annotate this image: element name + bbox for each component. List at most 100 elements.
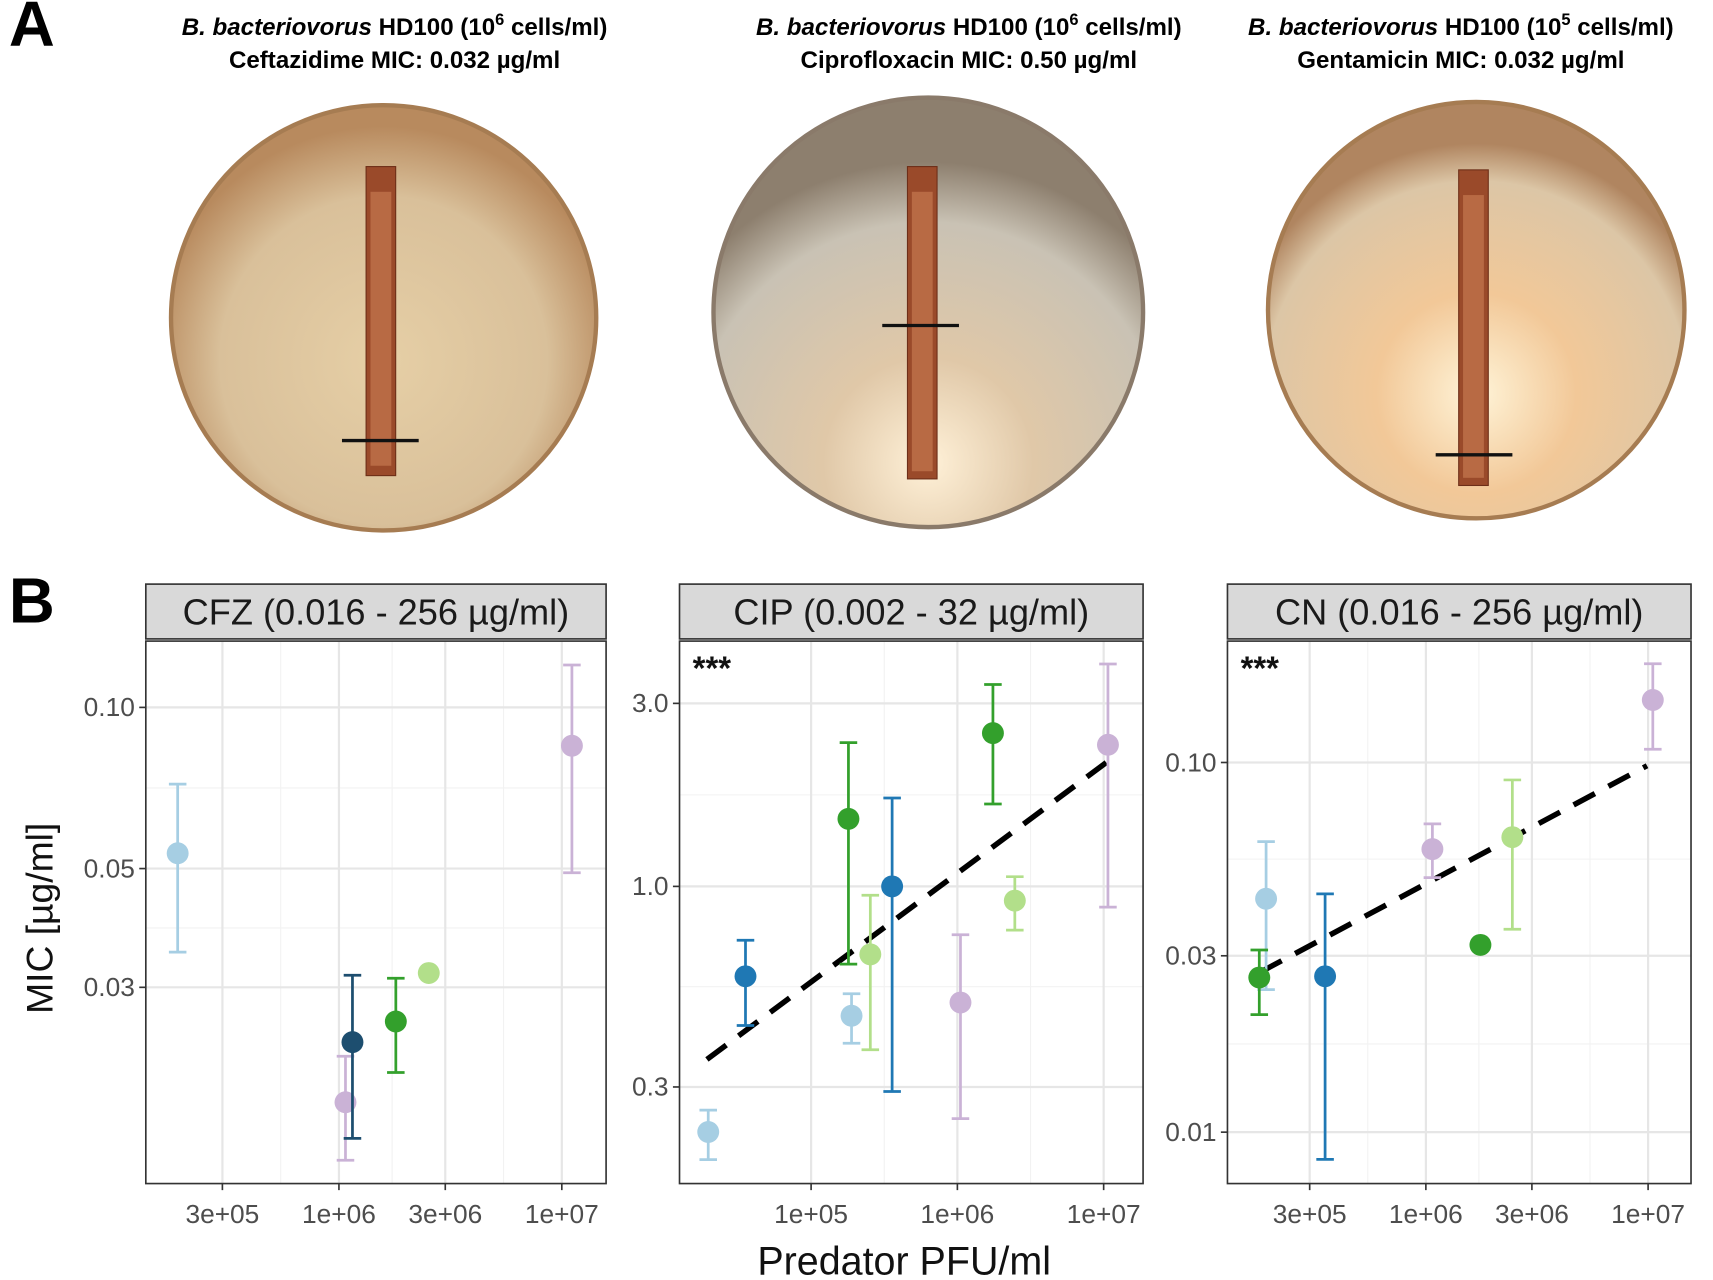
strip bbox=[144, 583, 607, 640]
error-bar bbox=[343, 973, 362, 1140]
x-tick-label: 1e+06 bbox=[302, 1199, 376, 1229]
error-bar bbox=[168, 782, 187, 954]
etest-scale bbox=[1463, 195, 1484, 478]
y-tick-label: 0.10 bbox=[1165, 747, 1216, 777]
x-tick-label: 3e+06 bbox=[408, 1199, 482, 1229]
plate-antibiotic: Ceftazidime MIC: 0.032 µg/ml bbox=[229, 47, 560, 74]
x-tick-label: 3e+06 bbox=[1495, 1199, 1569, 1229]
data-point bbox=[1421, 838, 1444, 861]
data-point bbox=[1641, 689, 1664, 711]
y-tick-label: 0.03 bbox=[84, 972, 135, 1002]
data-point bbox=[1314, 965, 1337, 988]
y-tick-label: 0.10 bbox=[84, 692, 135, 722]
annotation: *** bbox=[1241, 649, 1280, 686]
trend-line bbox=[705, 758, 1111, 1062]
error-bar bbox=[1316, 892, 1334, 1161]
chart-panel: 0.3 1.0 3.0 1e+05 1e+06 1e+07 CIP (0.002 - 32 … bbox=[632, 583, 1144, 1229]
etest-scale bbox=[911, 191, 933, 472]
x-tick-label: 3e+05 bbox=[1273, 1199, 1347, 1229]
data-point bbox=[1501, 826, 1524, 849]
x-tick-label: 1e+05 bbox=[774, 1199, 848, 1229]
plot-background bbox=[1227, 641, 1692, 1184]
plate-photo bbox=[168, 103, 599, 533]
plate-antibiotic: Gentamicin MIC: 0.032 µg/ml bbox=[1297, 47, 1624, 74]
unit: cells/ml) bbox=[1571, 14, 1674, 41]
plot-border bbox=[1226, 640, 1692, 1185]
strain: HD100 (10 bbox=[1438, 14, 1561, 41]
organism: B. bacteriovorus bbox=[1248, 14, 1438, 41]
charts: 0.03 0.05 0.10 3e+05 1e+06 3e+06 1e+07 CFZ (0.0… bbox=[84, 583, 1692, 1229]
data-point bbox=[341, 1031, 364, 1054]
y-tick-label: 0.05 bbox=[84, 853, 135, 883]
y-tick-label: 0.01 bbox=[1165, 1117, 1216, 1147]
plate-title: B. bacteriovorus HD100 (106 cells/ml) Ce… bbox=[182, 11, 1674, 74]
plate-organism: B. bacteriovorus HD100 (106 cells/ml) bbox=[182, 11, 608, 41]
strip bbox=[1226, 583, 1692, 640]
x-tick-label: 1e+06 bbox=[920, 1199, 994, 1229]
unit: cells/ml) bbox=[1079, 14, 1182, 41]
y-axis-label: MIC [µg/ml] bbox=[19, 823, 61, 1014]
error-bar bbox=[984, 683, 1002, 806]
data-point bbox=[840, 1004, 863, 1027]
plate-photo bbox=[711, 95, 1146, 530]
etest-scale bbox=[370, 191, 392, 466]
x-tick-label: 1e+07 bbox=[525, 1199, 599, 1229]
error-bar bbox=[1503, 778, 1522, 931]
data-point bbox=[1096, 733, 1119, 756]
trend-line bbox=[1259, 763, 1649, 975]
chart-panel: 0.01 0.03 0.10 3e+05 1e+06 3e+06 1e+07 CN (0.01… bbox=[1165, 583, 1692, 1229]
strip-title: CIP (0.002 - 32 µg/ml) bbox=[733, 592, 1089, 633]
error-bar bbox=[883, 796, 901, 1093]
data-point bbox=[881, 875, 904, 898]
y-tick-label: 1.0 bbox=[632, 871, 669, 901]
organism: B. bacteriovorus bbox=[182, 14, 372, 41]
strain: HD100 (10 bbox=[946, 14, 1069, 41]
data-point bbox=[697, 1120, 720, 1143]
data-point bbox=[384, 1010, 407, 1033]
strip bbox=[678, 583, 1144, 640]
data-point bbox=[837, 807, 860, 830]
plot-background bbox=[145, 641, 607, 1184]
plot-border bbox=[144, 640, 607, 1185]
data-point bbox=[1469, 933, 1492, 956]
exponent: 6 bbox=[1069, 11, 1078, 29]
organism: B. bacteriovorus bbox=[756, 14, 946, 41]
y-tick-label: 0.3 bbox=[632, 1072, 669, 1102]
data-point bbox=[560, 734, 583, 757]
plate-photo bbox=[1265, 99, 1687, 521]
panel-label: A bbox=[9, 0, 55, 60]
plot-background bbox=[679, 641, 1144, 1184]
error-bar bbox=[563, 663, 581, 875]
x-axis-label: Predator PFU/ml bbox=[757, 1240, 1051, 1280]
plate-organism: B. bacteriovorus HD100 (105 cells/ml) bbox=[1248, 11, 1674, 41]
error-bar bbox=[1099, 662, 1117, 909]
panel-label: B bbox=[9, 565, 55, 636]
chart-panel: 0.03 0.05 0.10 3e+05 1e+06 3e+06 1e+07 CFZ (0.0… bbox=[84, 583, 607, 1229]
data-point bbox=[1003, 889, 1026, 912]
data-point bbox=[859, 943, 882, 966]
data-point bbox=[334, 1091, 357, 1114]
error-bar bbox=[861, 893, 880, 1052]
y-tick-label: 3.0 bbox=[632, 688, 669, 718]
data-point bbox=[417, 962, 440, 985]
x-tick-label: 1e+07 bbox=[1611, 1199, 1685, 1229]
data-point bbox=[949, 991, 972, 1014]
x-tick-label: 3e+05 bbox=[185, 1199, 259, 1229]
plot-border bbox=[678, 640, 1144, 1185]
data-point bbox=[734, 965, 757, 988]
strip-title: CN (0.016 - 256 µg/ml) bbox=[1275, 592, 1643, 633]
error-bar bbox=[839, 741, 858, 966]
exponent: 5 bbox=[1561, 11, 1570, 29]
data-point bbox=[1255, 887, 1278, 910]
unit: cells/ml) bbox=[504, 14, 607, 41]
x-tick-label: 1e+07 bbox=[1067, 1199, 1141, 1229]
data-point bbox=[1248, 966, 1271, 989]
strain: HD100 (10 bbox=[372, 14, 495, 41]
plate-antibiotic: Ciprofloxacin MIC: 0.50 µg/ml bbox=[801, 47, 1138, 74]
exponent: 6 bbox=[495, 11, 504, 29]
annotation: *** bbox=[693, 649, 732, 686]
plate-organism: B. bacteriovorus HD100 (106 cells/ml) bbox=[756, 11, 1182, 41]
data-point bbox=[166, 842, 189, 865]
